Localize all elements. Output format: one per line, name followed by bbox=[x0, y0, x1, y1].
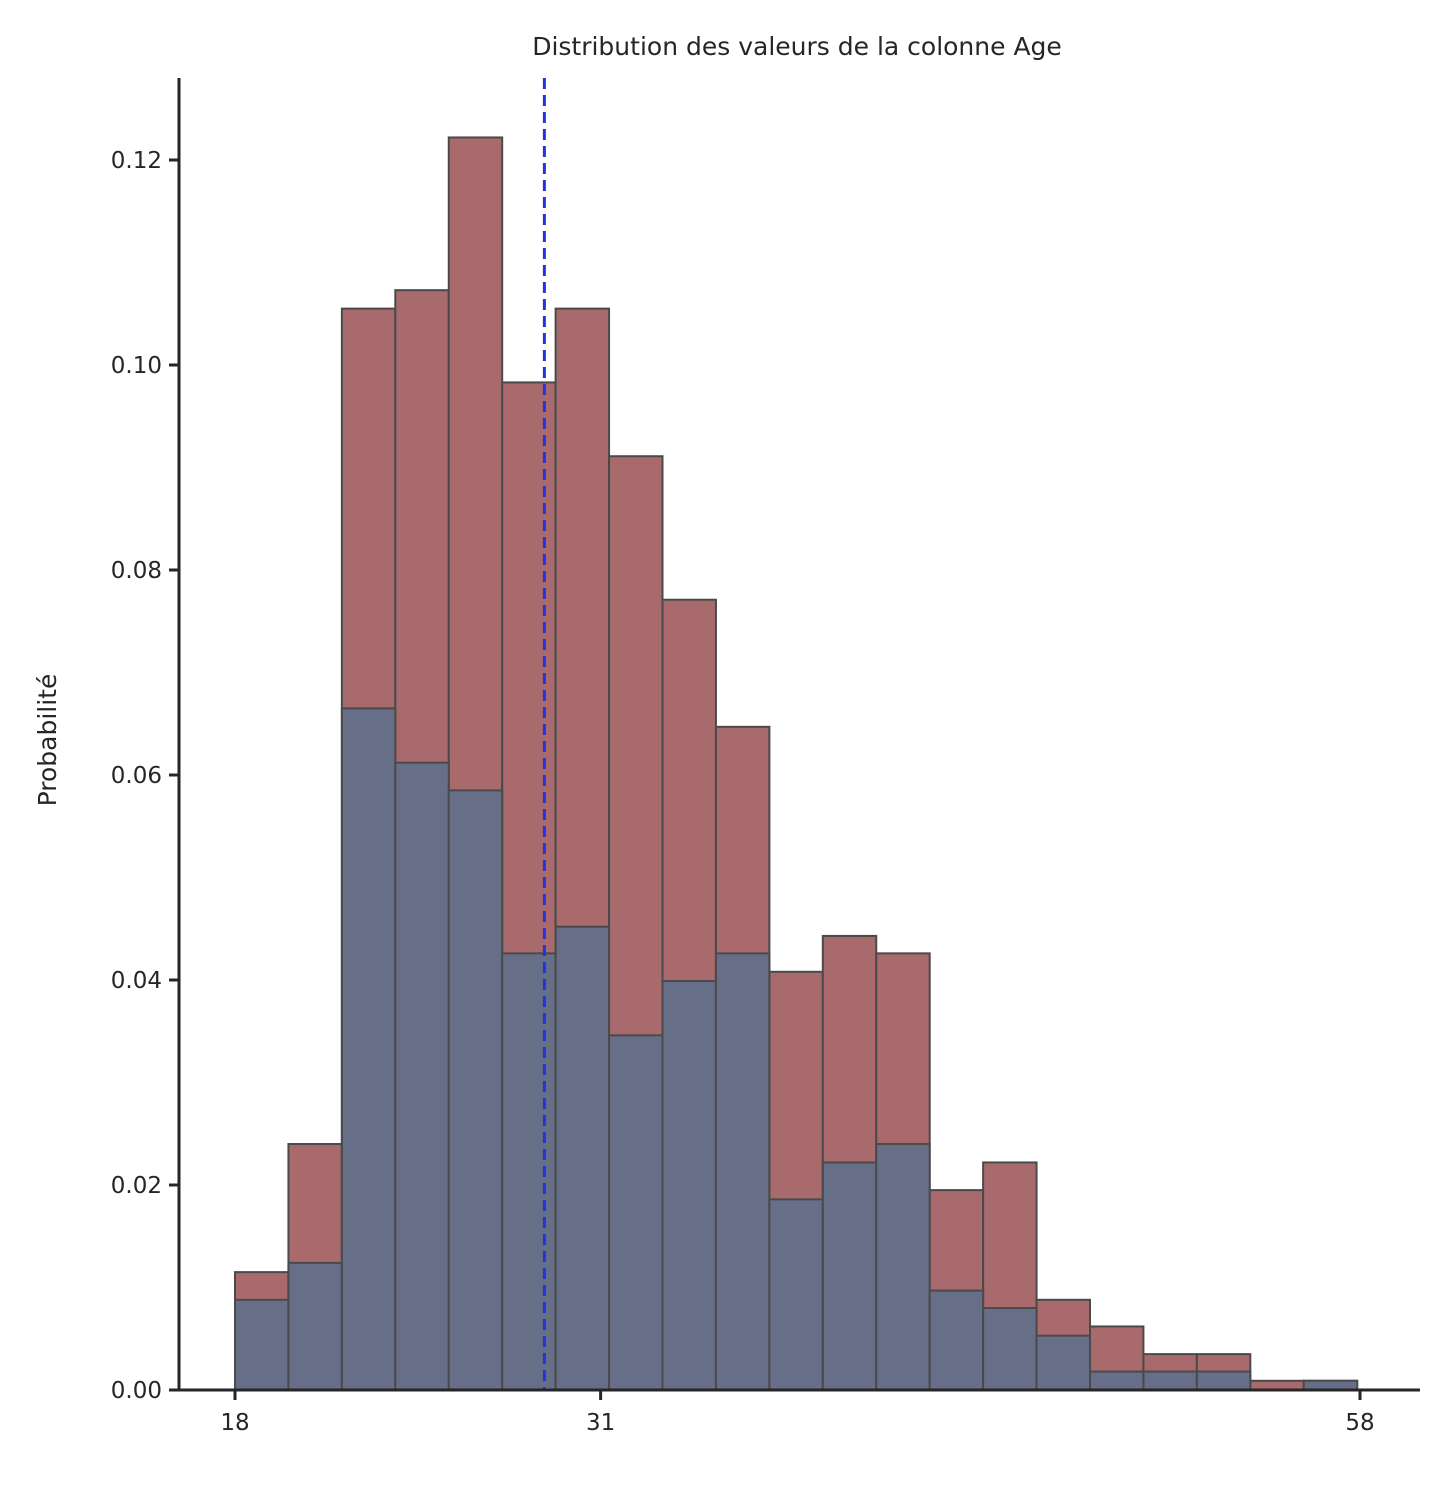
y-tick-label: 0.08 bbox=[111, 558, 162, 584]
bar-subset-1 bbox=[287, 1261, 343, 1392]
y-tick-label: 0.02 bbox=[111, 1173, 162, 1199]
x-tick-label: 31 bbox=[586, 1410, 615, 1436]
bar-subset-9 bbox=[714, 952, 771, 1391]
y-tick-label: 0.06 bbox=[111, 763, 162, 789]
bar-subset-5 bbox=[501, 952, 557, 1391]
y-tick-label: 0.12 bbox=[111, 148, 162, 174]
bar-subset-18 bbox=[1195, 1370, 1252, 1392]
bar-subset-15 bbox=[1035, 1334, 1091, 1392]
bar-subset-13 bbox=[928, 1289, 985, 1391]
y-ticks: 0.00 0.02 0.04 0.06 0.08 0.10 0.12 bbox=[111, 148, 179, 1404]
y-tick-label: 0.10 bbox=[111, 353, 162, 379]
bar-subset-16 bbox=[1089, 1370, 1145, 1392]
chart-title: Distribution des valeurs de la colonne A… bbox=[532, 32, 1062, 61]
y-axis-label: Probabilité bbox=[33, 674, 62, 807]
y-tick-label: 0.00 bbox=[111, 1378, 162, 1404]
bar-subset-17 bbox=[1142, 1370, 1198, 1392]
bar-subset-6 bbox=[554, 925, 611, 1391]
bar-subset-8 bbox=[661, 980, 717, 1392]
bar-subset-11 bbox=[821, 1161, 878, 1391]
bar-subset-0 bbox=[234, 1298, 290, 1392]
bar-subset-3 bbox=[394, 761, 450, 1391]
bar-subset-2 bbox=[340, 707, 397, 1391]
bar-subset-4 bbox=[447, 789, 504, 1391]
x-tick-label: 58 bbox=[1345, 1410, 1374, 1436]
bar-subset-12 bbox=[875, 1143, 931, 1391]
bar-subset-7 bbox=[608, 1034, 664, 1391]
axes: 0.00 0.02 0.04 0.06 0.08 0.10 0.12 18 31 58 bbox=[111, 78, 1420, 1436]
x-tick-label: 18 bbox=[220, 1410, 249, 1436]
bar-subset-14 bbox=[982, 1307, 1038, 1391]
bar-subset-10 bbox=[768, 1198, 824, 1391]
bars-subset-series bbox=[234, 707, 1359, 1392]
x-ticks: 18 31 58 bbox=[220, 1390, 1375, 1436]
y-tick-label: 0.04 bbox=[111, 968, 162, 994]
